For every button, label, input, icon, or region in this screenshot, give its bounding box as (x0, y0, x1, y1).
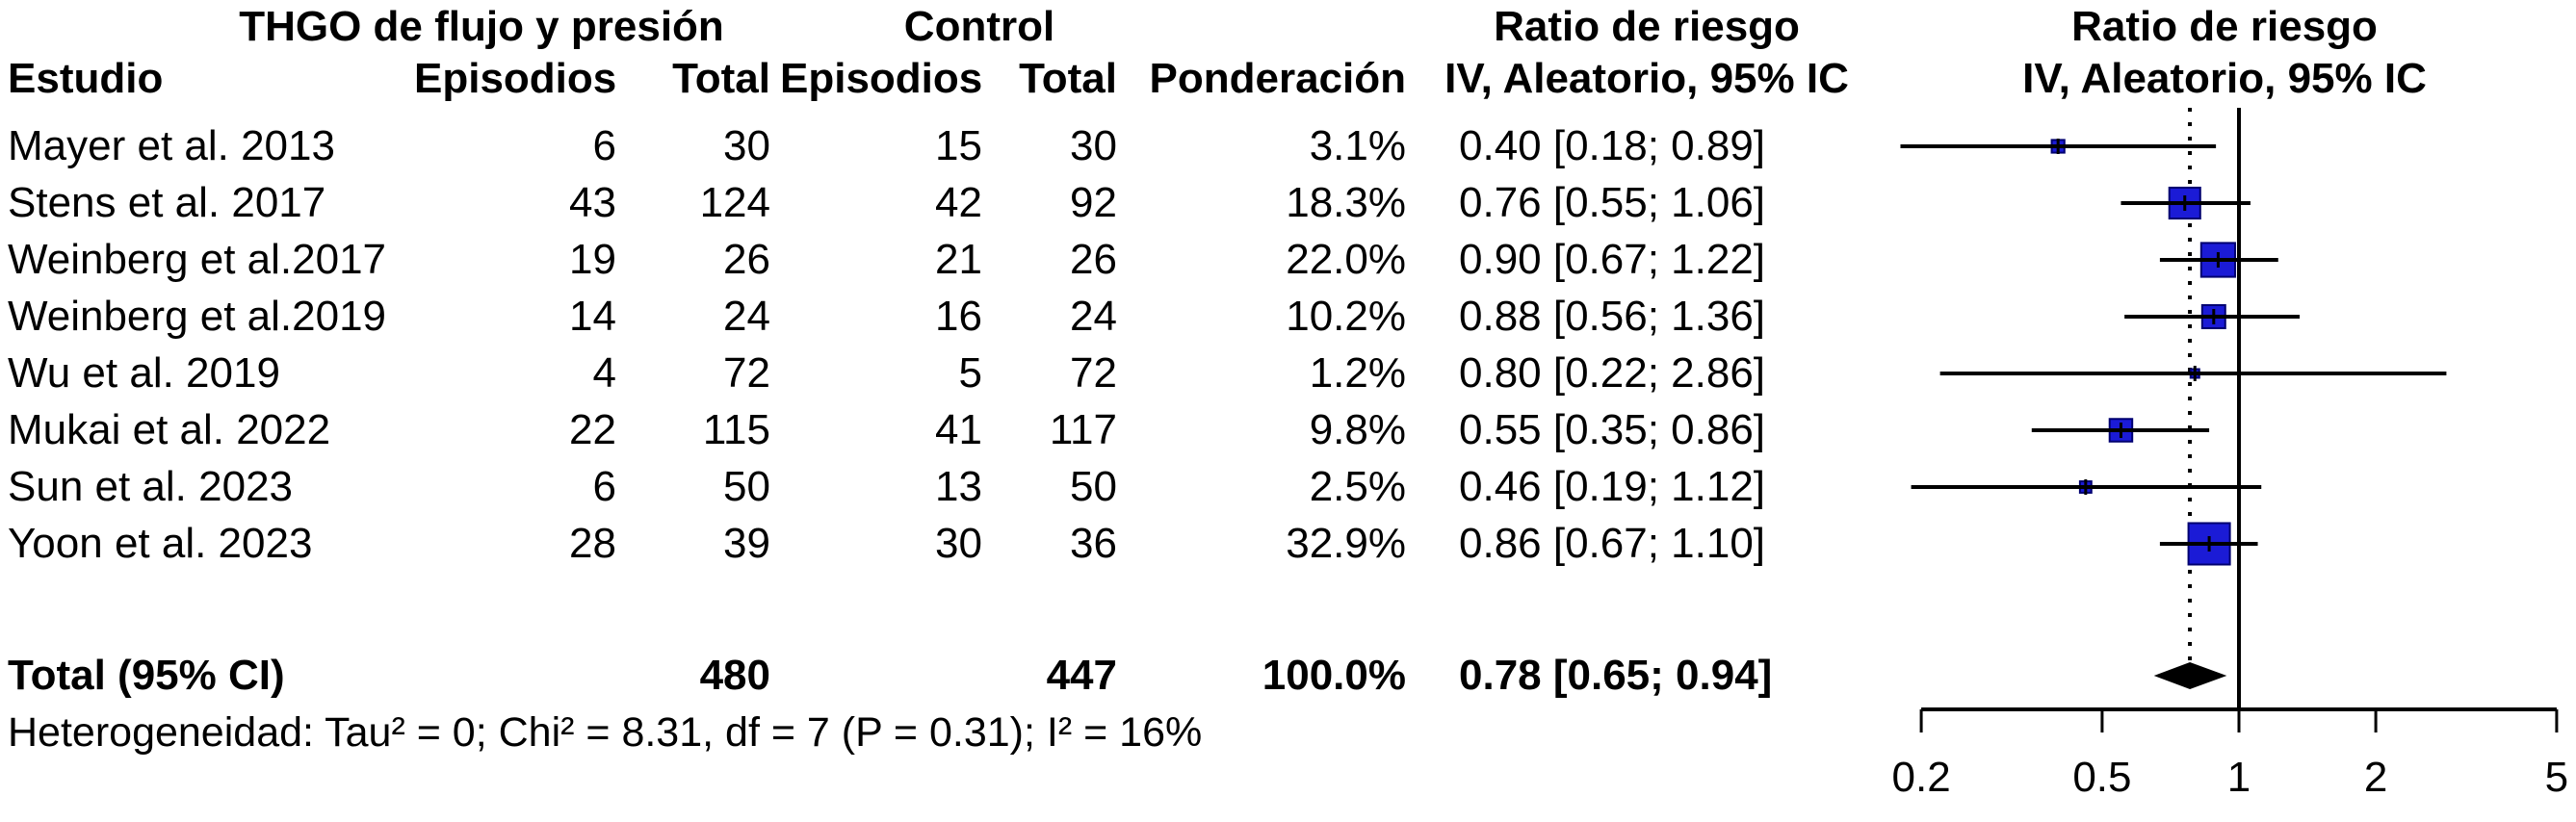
weight-cell: 9.8% (1309, 406, 1406, 453)
weight-cell: 18.3% (1286, 179, 1406, 226)
plot-title: Ratio de riesgo (2071, 3, 2378, 50)
exp-total-cell: 115 (702, 406, 770, 453)
weight-cell: 3.1% (1309, 122, 1406, 169)
risk-ratio-cell: 0.80 [0.22; 2.86] (1459, 349, 1766, 397)
exp-events-cell: 14 (569, 293, 616, 340)
total-ctl-total: 447 (1046, 652, 1117, 699)
ctl-events-cell: 42 (935, 179, 982, 226)
risk-ratio-cell: 0.88 [0.56; 1.36] (1459, 293, 1766, 340)
exp-events-cell: 6 (592, 463, 616, 510)
ctl-total-cell: 30 (1070, 122, 1117, 169)
rr-column-subtitle: IV, Aleatorio, 95% IC (1444, 55, 1849, 102)
axis-tick-label: 0.2 (1892, 754, 1951, 801)
heterogeneity-text: Heterogeneidad: Tau² = 0; Chi² = 8.31, d… (8, 709, 1203, 756)
column-header-events-control: Episodios (780, 55, 983, 102)
plot-subtitle: IV, Aleatorio, 95% IC (2022, 55, 2427, 102)
study-row: Mukai et al. 2022 22 115 41 117 9.8% 0.5… (0, 409, 2576, 457)
study-row: Weinberg et al.2019 14 24 16 24 10.2% 0.… (0, 295, 2576, 344)
exp-events-cell: 4 (592, 349, 616, 397)
study-name: Weinberg et al.2019 (8, 293, 387, 340)
weight-cell: 2.5% (1309, 463, 1406, 510)
axis-tick-label: 5 (2545, 754, 2568, 801)
exp-events-cell: 28 (569, 520, 616, 567)
exp-total-cell: 50 (723, 463, 770, 510)
group-header-experimental: THGO de flujo y presión (239, 3, 724, 50)
risk-ratio-cell: 0.90 [0.67; 1.22] (1459, 236, 1766, 283)
exp-events-cell: 6 (592, 122, 616, 169)
column-header-weight: Ponderación (1149, 55, 1407, 102)
exp-total-cell: 124 (699, 179, 770, 226)
weight-cell: 1.2% (1309, 349, 1406, 397)
study-row: Sun et al. 2023 6 50 13 50 2.5% 0.46 [0.… (0, 466, 2576, 514)
study-name: Yoon et al. 2023 (8, 520, 313, 567)
study-name: Stens et al. 2017 (8, 179, 326, 226)
ctl-total-cell: 92 (1070, 179, 1117, 226)
study-name: Weinberg et al.2017 (8, 236, 387, 283)
axis-tick-label: 1 (2227, 754, 2251, 801)
ctl-events-cell: 5 (958, 349, 982, 397)
weight-cell: 10.2% (1286, 293, 1406, 340)
axis-tick-label: 2 (2364, 754, 2387, 801)
total-weight: 100.0% (1262, 652, 1406, 699)
exp-total-cell: 30 (723, 122, 770, 169)
weight-cell: 22.0% (1286, 236, 1406, 283)
group-header-control: Control (903, 3, 1055, 50)
column-header-total-experimental: Total (672, 55, 770, 102)
ctl-events-cell: 21 (935, 236, 982, 283)
exp-total-cell: 26 (723, 236, 770, 283)
exp-total-cell: 24 (723, 293, 770, 340)
total-risk-ratio: 0.78 [0.65; 0.94] (1459, 652, 1773, 699)
column-header-events-experimental: Episodios (414, 55, 617, 102)
study-row: Yoon et al. 2023 28 39 30 36 32.9% 0.86 … (0, 523, 2576, 571)
exp-total-cell: 39 (723, 520, 770, 567)
exp-total-cell: 72 (723, 349, 770, 397)
ctl-total-cell: 50 (1070, 463, 1117, 510)
total-exp-total: 480 (699, 652, 770, 699)
study-row: Stens et al. 2017 43 124 42 92 18.3% 0.7… (0, 182, 2576, 230)
ctl-events-cell: 13 (935, 463, 982, 510)
study-row: Wu et al. 2019 4 72 5 72 1.2% 0.80 [0.22… (0, 352, 2576, 400)
ctl-events-cell: 30 (935, 520, 982, 567)
ctl-total-cell: 26 (1070, 236, 1117, 283)
study-row: Weinberg et al.2017 19 26 21 26 22.0% 0.… (0, 239, 2576, 287)
exp-events-cell: 19 (569, 236, 616, 283)
exp-events-cell: 43 (569, 179, 616, 226)
rr-column-title: Ratio de riesgo (1494, 3, 1800, 50)
column-header-total-control: Total (1019, 55, 1117, 102)
ctl-events-cell: 41 (935, 406, 982, 453)
column-header-study: Estudio (8, 55, 164, 102)
axis-tick-label: 0.5 (2072, 754, 2131, 801)
risk-ratio-cell: 0.86 [0.67; 1.10] (1459, 520, 1766, 567)
ctl-total-cell: 36 (1070, 520, 1117, 567)
total-label: Total (95% CI) (8, 652, 285, 699)
exp-events-cell: 22 (569, 406, 616, 453)
risk-ratio-cell: 0.55 [0.35; 0.86] (1459, 406, 1766, 453)
weight-cell: 32.9% (1286, 520, 1406, 567)
study-name: Sun et al. 2023 (8, 463, 294, 510)
risk-ratio-cell: 0.40 [0.18; 0.89] (1459, 122, 1766, 169)
risk-ratio-cell: 0.76 [0.55; 1.06] (1459, 179, 1766, 226)
study-name: Mukai et al. 2022 (8, 406, 331, 453)
ctl-total-cell: 117 (1049, 406, 1117, 453)
study-name: Wu et al. 2019 (8, 349, 280, 397)
total-row: Total (95% CI) 480 447 100.0% 0.78 [0.65… (0, 655, 2576, 703)
ctl-events-cell: 15 (935, 122, 982, 169)
ctl-total-cell: 24 (1070, 293, 1117, 340)
ctl-events-cell: 16 (935, 293, 982, 340)
ctl-total-cell: 72 (1070, 349, 1117, 397)
study-row: Mayer et al. 2013 6 30 15 30 3.1% 0.40 [… (0, 125, 2576, 173)
study-name: Mayer et al. 2013 (8, 122, 335, 169)
risk-ratio-cell: 0.46 [0.19; 1.12] (1459, 463, 1766, 510)
